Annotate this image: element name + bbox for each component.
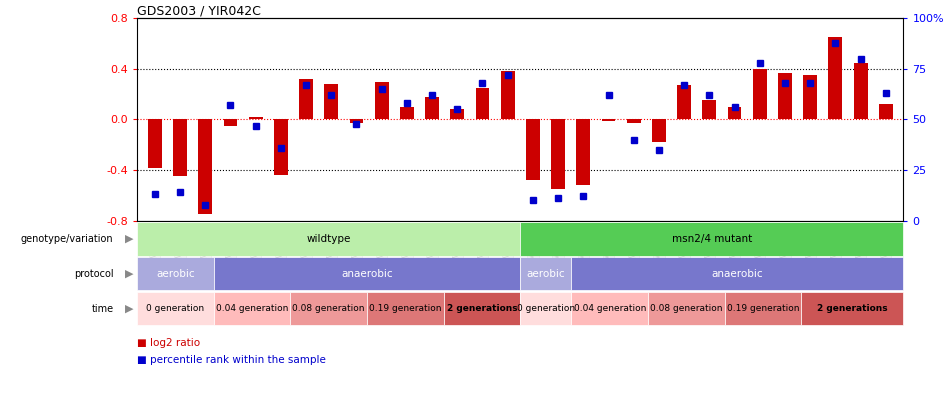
Bar (703, 100, 716, 119)
Text: ▶: ▶ (126, 304, 133, 313)
Text: ▶: ▶ (126, 234, 133, 244)
Bar (500, 71, 515, 119)
Text: anaerobic: anaerobic (711, 269, 763, 279)
Text: aerobic: aerobic (156, 269, 195, 279)
Bar (576, 119, 590, 185)
Text: 0.19 generation: 0.19 generation (369, 304, 442, 313)
Bar (602, 119, 616, 121)
Bar (324, 84, 338, 119)
Bar (677, 85, 692, 119)
Text: 2 generations: 2 generations (447, 304, 517, 313)
Bar (274, 119, 288, 175)
Bar (249, 117, 263, 119)
Bar (803, 75, 817, 119)
Text: 0.08 generation: 0.08 generation (650, 304, 723, 313)
Bar (727, 107, 742, 119)
Bar (753, 69, 766, 119)
Text: genotype/variation: genotype/variation (21, 234, 114, 244)
Text: anaerobic: anaerobic (342, 269, 393, 279)
Bar (450, 109, 464, 119)
Bar (627, 119, 640, 123)
Bar (853, 62, 867, 119)
Text: time: time (92, 304, 114, 313)
Text: 0.04 generation: 0.04 generation (216, 304, 289, 313)
Text: 0.19 generation: 0.19 generation (727, 304, 799, 313)
Bar (552, 119, 565, 189)
Text: 0.08 generation: 0.08 generation (292, 304, 365, 313)
Text: aerobic: aerobic (527, 269, 565, 279)
Text: 0 generation: 0 generation (517, 304, 575, 313)
Text: 0.04 generation: 0.04 generation (573, 304, 646, 313)
Bar (829, 37, 842, 119)
Bar (476, 88, 489, 119)
Bar (879, 104, 893, 119)
Text: 0 generation: 0 generation (147, 304, 204, 313)
Text: ■ percentile rank within the sample: ■ percentile rank within the sample (137, 355, 326, 364)
Bar (526, 119, 540, 180)
Text: ▶: ▶ (126, 269, 133, 279)
Bar (223, 119, 237, 126)
Bar (652, 119, 666, 142)
Bar (299, 79, 313, 119)
Bar (349, 119, 363, 123)
Bar (173, 119, 187, 177)
Text: GDS2003 / YIR042C: GDS2003 / YIR042C (137, 4, 261, 17)
Text: wildtype: wildtype (307, 234, 351, 244)
Text: msn2/4 mutant: msn2/4 mutant (672, 234, 752, 244)
Bar (199, 119, 212, 214)
Bar (148, 119, 162, 168)
Bar (778, 72, 792, 119)
Bar (425, 97, 439, 119)
Text: protocol: protocol (74, 269, 114, 279)
Text: 2 generations: 2 generations (817, 304, 887, 313)
Bar (375, 81, 389, 119)
Bar (400, 107, 413, 119)
Text: ■ log2 ratio: ■ log2 ratio (137, 339, 201, 348)
